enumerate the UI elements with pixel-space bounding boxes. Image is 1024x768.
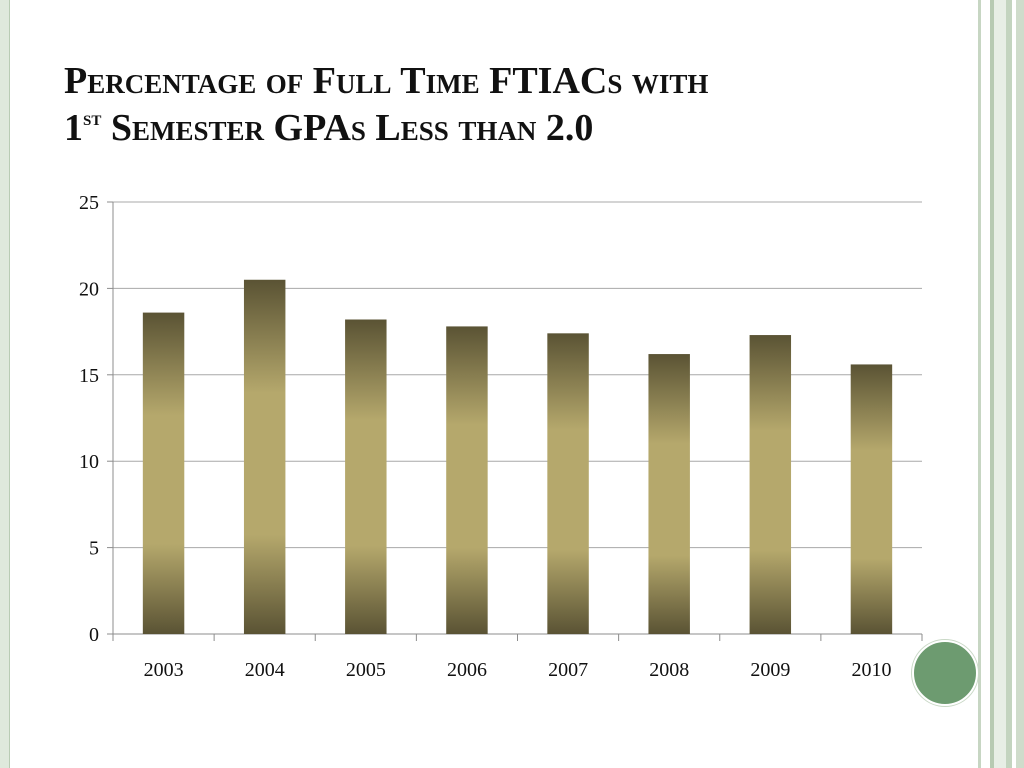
decorative-green-circle xyxy=(912,640,978,706)
x-tick-label-2010: 2010 xyxy=(851,659,891,681)
x-tick-label-2009: 2009 xyxy=(750,659,790,681)
bar-2003 xyxy=(142,312,185,634)
x-tick-label-2004: 2004 xyxy=(245,659,285,681)
bar-2008 xyxy=(648,354,690,634)
y-tick-label-15: 15 xyxy=(79,365,99,387)
y-tick-label-25: 25 xyxy=(79,192,99,214)
bar-2006 xyxy=(446,326,488,634)
x-tick-label-2008: 2008 xyxy=(649,659,689,681)
slide-title: Percentage of Full Time FTIACs with 1st … xyxy=(64,58,944,152)
title-line-2-number: 1 xyxy=(64,107,83,149)
y-tick-label-10: 10 xyxy=(79,451,99,473)
title-line-2-superscript: st xyxy=(83,105,102,130)
bar-2010 xyxy=(850,364,893,634)
y-tick-label-0: 0 xyxy=(89,624,99,646)
x-tick-label-2005: 2005 xyxy=(346,659,386,681)
x-tick-label-2007: 2007 xyxy=(548,659,588,681)
x-tick-label-2003: 2003 xyxy=(144,659,184,681)
left-border-rule xyxy=(0,0,10,768)
bar-2004 xyxy=(243,279,286,634)
title-line-1: Percentage of Full Time FTIACs with xyxy=(64,60,709,102)
bar-2009 xyxy=(749,335,792,634)
y-tick-label-5: 5 xyxy=(89,538,99,560)
bar-2005 xyxy=(345,319,387,634)
right-decorative-stripes xyxy=(976,0,1024,768)
title-line-2-rest: Semester GPAs Less than 2.0 xyxy=(101,107,594,149)
y-tick-label-20: 20 xyxy=(79,278,99,300)
bar-2007 xyxy=(547,333,589,634)
x-tick-label-2006: 2006 xyxy=(447,659,487,681)
